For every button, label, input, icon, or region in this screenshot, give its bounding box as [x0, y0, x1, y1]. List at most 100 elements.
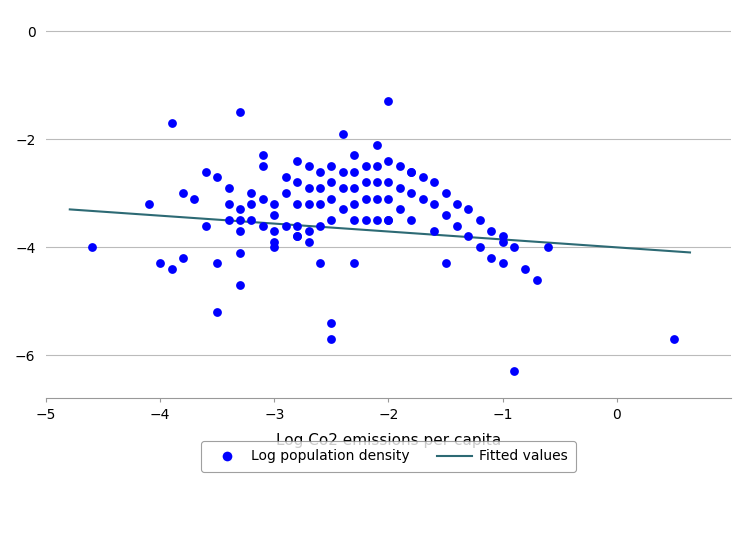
Point — [383, 194, 395, 203]
Point — [314, 184, 326, 192]
Point — [325, 178, 337, 187]
Point — [303, 200, 315, 209]
Point — [269, 243, 280, 251]
Point — [245, 200, 257, 209]
Point — [383, 97, 395, 106]
Point — [371, 178, 383, 187]
Point — [405, 216, 417, 224]
Point — [245, 216, 257, 224]
Point — [166, 118, 178, 127]
Point — [383, 178, 395, 187]
Point — [314, 259, 326, 268]
Point — [463, 232, 474, 241]
Point — [451, 200, 463, 209]
Point — [234, 226, 246, 235]
Point — [280, 221, 292, 230]
Point — [394, 205, 406, 214]
Point — [211, 173, 223, 181]
Point — [314, 200, 326, 209]
Point — [280, 173, 292, 181]
Point — [222, 184, 234, 192]
Legend: Log population density, Fitted values: Log population density, Fitted values — [201, 441, 576, 472]
Point — [439, 259, 451, 268]
Point — [325, 216, 337, 224]
Point — [371, 140, 383, 149]
Point — [177, 189, 189, 198]
Point — [257, 162, 269, 171]
Point — [303, 184, 315, 192]
Point — [211, 259, 223, 268]
Point — [336, 129, 348, 138]
Point — [360, 194, 372, 203]
Point — [439, 210, 451, 219]
Point — [336, 167, 348, 176]
Point — [348, 259, 360, 268]
Point — [303, 226, 315, 235]
Point — [383, 216, 395, 224]
Point — [291, 232, 303, 241]
Point — [280, 189, 292, 198]
Point — [439, 189, 451, 198]
Point — [360, 162, 372, 171]
Point — [325, 334, 337, 343]
Point — [474, 216, 486, 224]
Point — [531, 275, 543, 284]
Point — [245, 189, 257, 198]
X-axis label: Log Co2 emissions per capita: Log Co2 emissions per capita — [276, 433, 501, 448]
Point — [257, 151, 269, 160]
Point — [383, 216, 395, 224]
Point — [177, 254, 189, 262]
Point — [142, 200, 154, 209]
Point — [405, 189, 417, 198]
Point — [269, 237, 280, 246]
Point — [348, 151, 360, 160]
Point — [325, 194, 337, 203]
Point — [668, 334, 680, 343]
Point — [405, 167, 417, 176]
Point — [428, 200, 440, 209]
Point — [291, 221, 303, 230]
Point — [508, 243, 520, 251]
Point — [211, 307, 223, 316]
Point — [417, 173, 429, 181]
Point — [200, 221, 212, 230]
Point — [234, 108, 246, 117]
Point — [348, 216, 360, 224]
Point — [222, 216, 234, 224]
Point — [200, 167, 212, 176]
Point — [166, 264, 178, 273]
Point — [314, 221, 326, 230]
Point — [519, 264, 531, 273]
Point — [428, 226, 440, 235]
Point — [417, 194, 429, 203]
Point — [336, 184, 348, 192]
Point — [257, 194, 269, 203]
Point — [394, 162, 406, 171]
Point — [325, 318, 337, 327]
Point — [383, 156, 395, 165]
Point — [542, 243, 554, 251]
Point — [291, 156, 303, 165]
Point — [269, 210, 280, 219]
Point — [371, 194, 383, 203]
Point — [474, 243, 486, 251]
Point — [291, 200, 303, 209]
Point — [303, 237, 315, 246]
Point — [405, 167, 417, 176]
Point — [394, 184, 406, 192]
Point — [508, 367, 520, 376]
Point — [189, 194, 201, 203]
Point — [303, 162, 315, 171]
Point — [371, 216, 383, 224]
Point — [348, 200, 360, 209]
Point — [371, 162, 383, 171]
Point — [86, 243, 98, 251]
Point — [463, 205, 474, 214]
Point — [336, 205, 348, 214]
Point — [360, 216, 372, 224]
Point — [348, 184, 360, 192]
Point — [360, 178, 372, 187]
Point — [497, 237, 509, 246]
Point — [269, 226, 280, 235]
Point — [428, 178, 440, 187]
